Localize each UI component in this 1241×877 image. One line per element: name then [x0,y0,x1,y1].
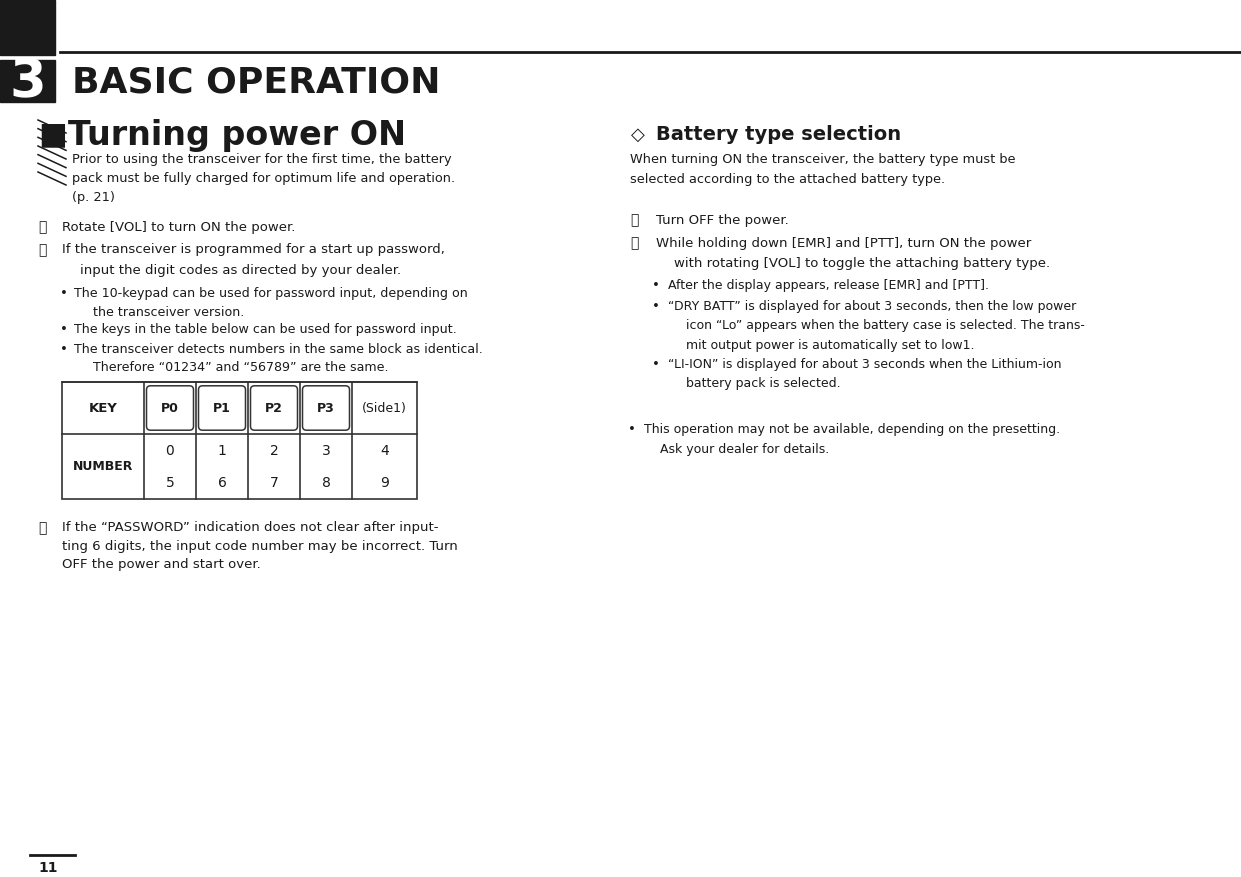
Text: “LI-ION” is displayed for about 3 seconds when the Lithium-ion: “LI-ION” is displayed for about 3 second… [668,358,1061,370]
Text: 3: 3 [321,444,330,458]
Bar [62,382,417,499]
Text: ⓐ: ⓐ [630,213,639,227]
Text: ting 6 digits, the input code number may be incorrect. Turn: ting 6 digits, the input code number may… [62,539,458,553]
Text: Ask your dealer for details.: Ask your dealer for details. [660,443,830,455]
Text: Therefore “01234” and “56789” are the same.: Therefore “01234” and “56789” are the sa… [93,360,388,374]
Text: P3: P3 [318,402,335,415]
Text: If the “PASSWORD” indication does not clear after input-: If the “PASSWORD” indication does not cl… [62,521,438,534]
Text: input the digit codes as directed by your dealer.: input the digit codes as directed by you… [79,263,401,276]
Text: (p. 21): (p. 21) [72,190,115,203]
Text: After the display appears, release [EMR] and [PTT].: After the display appears, release [EMR]… [668,279,989,291]
Text: selected according to the attached battery type.: selected according to the attached batte… [630,174,946,187]
Text: (Side1): (Side1) [362,402,407,415]
Text: “DRY BATT” is displayed for about 3 seconds, then the low power: “DRY BATT” is displayed for about 3 seco… [668,300,1076,312]
Text: •: • [628,424,637,437]
Text: 5: 5 [165,475,175,489]
Text: ⓑ: ⓑ [38,243,46,257]
Text: Battery type selection: Battery type selection [655,125,901,145]
Text: 6: 6 [217,475,226,489]
Text: ■: ■ [38,120,67,149]
Text: pack must be fully charged for optimum life and operation.: pack must be fully charged for optimum l… [72,172,455,185]
Text: P2: P2 [266,402,283,415]
Bar [0,0,55,55]
Text: NUMBER: NUMBER [73,460,133,473]
Text: 2: 2 [269,444,278,458]
Text: 3: 3 [10,56,46,108]
Text: 4: 4 [380,444,388,458]
Text: icon “Lo” appears when the battery case is selected. The trans-: icon “Lo” appears when the battery case … [685,319,1085,332]
Text: ⓑ: ⓑ [630,236,639,250]
Text: The transceiver detects numbers in the same block as identical.: The transceiver detects numbers in the s… [74,343,483,355]
Text: the transceiver version.: the transceiver version. [93,305,244,318]
Text: •: • [653,279,660,291]
Text: Prior to using the transceiver for the first time, the battery: Prior to using the transceiver for the f… [72,153,452,167]
Text: Turn OFF the power.: Turn OFF the power. [655,213,788,226]
Text: •: • [653,300,660,312]
Text: 9: 9 [380,475,388,489]
Text: •: • [60,324,68,337]
Text: 7: 7 [269,475,278,489]
Bar [0,60,55,102]
Text: While holding down [EMR] and [PTT], turn ON the power: While holding down [EMR] and [PTT], turn… [655,237,1031,249]
Text: OFF the power and start over.: OFF the power and start over. [62,558,261,571]
Text: KEY: KEY [88,402,118,415]
Text: battery pack is selected.: battery pack is selected. [685,376,840,389]
Text: Turning power ON: Turning power ON [68,118,406,152]
Text: ◇: ◇ [630,126,644,144]
Text: 11: 11 [38,861,57,875]
Text: with rotating [VOL] to toggle the attaching battery type.: with rotating [VOL] to toggle the attach… [674,256,1050,269]
Text: ⓐ: ⓐ [38,220,46,234]
Text: mit output power is automatically set to low1.: mit output power is automatically set to… [685,339,974,352]
Text: BASIC OPERATION: BASIC OPERATION [72,65,441,99]
Text: P0: P0 [161,402,179,415]
Text: 0: 0 [165,444,175,458]
Text: Rotate [VOL] to turn ON the power.: Rotate [VOL] to turn ON the power. [62,220,295,233]
Text: The 10-keypad can be used for password input, depending on: The 10-keypad can be used for password i… [74,287,468,300]
Text: ⓒ: ⓒ [38,521,46,535]
Text: If the transceiver is programmed for a start up password,: If the transceiver is programmed for a s… [62,244,444,256]
Text: The keys in the table below can be used for password input.: The keys in the table below can be used … [74,324,457,337]
Text: 8: 8 [321,475,330,489]
Text: 1: 1 [217,444,226,458]
Text: P1: P1 [213,402,231,415]
Text: •: • [60,287,68,300]
Text: •: • [653,358,660,370]
Text: When turning ON the transceiver, the battery type must be: When turning ON the transceiver, the bat… [630,153,1016,167]
Text: •: • [60,343,68,355]
Text: This operation may not be available, depending on the presetting.: This operation may not be available, dep… [644,424,1060,437]
